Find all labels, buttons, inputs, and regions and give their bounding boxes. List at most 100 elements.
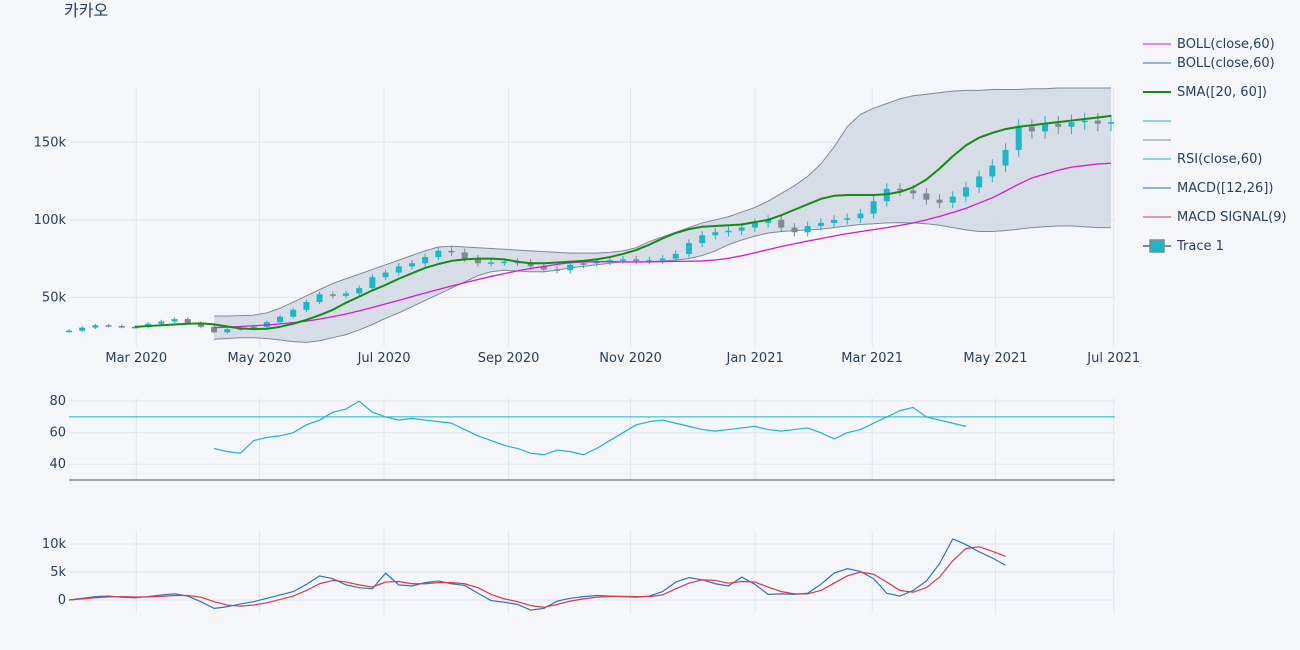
legend-label: BOLL(close,60) (1177, 37, 1275, 52)
candle-body (224, 329, 231, 333)
legend[interactable]: BOLL(close,60) BOLL(close,60) SMA([20, 60]… (1143, 37, 1287, 254)
candle-body (1108, 122, 1115, 124)
macd-signal-line (68, 546, 1006, 608)
candle-body (751, 222, 758, 228)
candle-body (896, 188, 903, 191)
candle-body (870, 201, 877, 214)
legend-item[interactable]: Trace 1 (1143, 239, 1224, 254)
x-tick-label: Jan 2021 (725, 351, 783, 366)
candle-body (369, 277, 376, 289)
candle-body (672, 253, 679, 259)
x-tick-label: Jul 2020 (357, 351, 411, 366)
sma-line (134, 114, 1112, 331)
candle-body (92, 325, 99, 328)
candle-body (1055, 123, 1062, 127)
bollinger-upper-line (214, 87, 1112, 317)
candle-body (1094, 120, 1101, 124)
candle-body (1081, 120, 1088, 123)
candle-body (646, 260, 653, 262)
y-tick-label: 10k (42, 537, 67, 552)
legend-item[interactable]: SMA([20, 60]) (1143, 85, 1267, 100)
candle-body (158, 321, 165, 324)
y-tick-label: 40 (49, 457, 66, 472)
candle-body (527, 262, 534, 267)
candle-body (1068, 122, 1075, 127)
legend-label: SMA([20, 60]) (1177, 85, 1267, 100)
y-tick-label: 150k (34, 135, 67, 150)
candle-body (118, 326, 125, 328)
candle-body (422, 257, 429, 264)
candle-body (184, 319, 191, 323)
candle-body (659, 258, 666, 261)
x-tick-label: Mar 2021 (841, 351, 903, 366)
price-panel: Mar 2020 May 2020 Jul 2020 Sep 2020 Nov 2020… (34, 87, 1140, 366)
candle-body (580, 263, 587, 265)
candle-body (593, 261, 600, 264)
legend-label: BOLL(close,60) (1177, 56, 1275, 71)
candle-body (105, 325, 112, 327)
x-tick-label: Mar 2020 (105, 351, 167, 366)
candle-body (1028, 126, 1035, 132)
candle-body (949, 196, 956, 203)
candle-body (488, 262, 495, 264)
candle-body (197, 322, 204, 327)
x-tick-label: May 2021 (963, 351, 1027, 366)
y-tick-label: 80 (49, 394, 66, 409)
candle-body (66, 330, 72, 333)
candle-body (408, 263, 415, 267)
candle-body (738, 227, 745, 231)
legend-label: MACD([12,26]) (1177, 181, 1273, 196)
legend-item[interactable]: MACD([12,26]) (1143, 181, 1273, 196)
legend-item[interactable]: RSI(close,60) (1143, 152, 1262, 167)
candle-body (936, 199, 943, 203)
rsi-line (213, 400, 967, 456)
legend-item[interactable]: BOLL(close,60) (1143, 37, 1275, 52)
bollinger-middle-line (214, 162, 1112, 329)
candle-body (211, 326, 218, 333)
candle-body (606, 260, 613, 262)
y-tick-label: 5k (50, 565, 66, 580)
candle-body (633, 259, 640, 261)
candle-body (461, 252, 468, 259)
macd-line (68, 538, 1006, 611)
x-tick-label: May 2020 (227, 351, 291, 366)
candle-body (962, 187, 969, 197)
chart-title: 카카오 (64, 1, 109, 20)
candle-body (329, 294, 336, 296)
candle-body (277, 316, 284, 323)
candle-body (316, 294, 323, 303)
candle-body (685, 243, 692, 254)
candle-body (250, 326, 257, 329)
candle-body (131, 326, 138, 329)
x-tick-label: Jul 2021 (1086, 351, 1140, 366)
legend-label: Trace 1 (1176, 239, 1224, 254)
candle-body (1015, 126, 1022, 151)
macd-panel: 0 5k 10k (42, 530, 1115, 614)
candle-body (712, 232, 719, 236)
candle-body (910, 190, 917, 194)
candle-body (474, 258, 481, 264)
candle-body (791, 227, 798, 233)
candle-body (699, 235, 706, 244)
candle-body (382, 272, 389, 278)
candle-body (923, 193, 930, 200)
candle-body (619, 259, 626, 261)
candle-body (817, 222, 824, 227)
legend-label: RSI(close,60) (1177, 152, 1262, 167)
y-tick-label: 0 (58, 593, 66, 608)
candle-body (989, 165, 996, 177)
legend-label: MACD SIGNAL(9) (1177, 210, 1287, 225)
candle-body (567, 264, 574, 271)
candle-body (857, 213, 864, 219)
candle-body (765, 219, 772, 223)
candle-body (844, 218, 851, 220)
candle-body (171, 319, 178, 322)
candle-body (976, 176, 983, 188)
candle-body (303, 302, 310, 310)
candle-body (778, 219, 785, 228)
legend-item[interactable]: BOLL(close,60) (1143, 56, 1275, 71)
candle-body (501, 261, 508, 264)
y-tick-label: 60 (49, 426, 66, 441)
legend-item[interactable]: MACD SIGNAL(9) (1143, 210, 1287, 225)
y-tick-label: 100k (34, 213, 67, 228)
